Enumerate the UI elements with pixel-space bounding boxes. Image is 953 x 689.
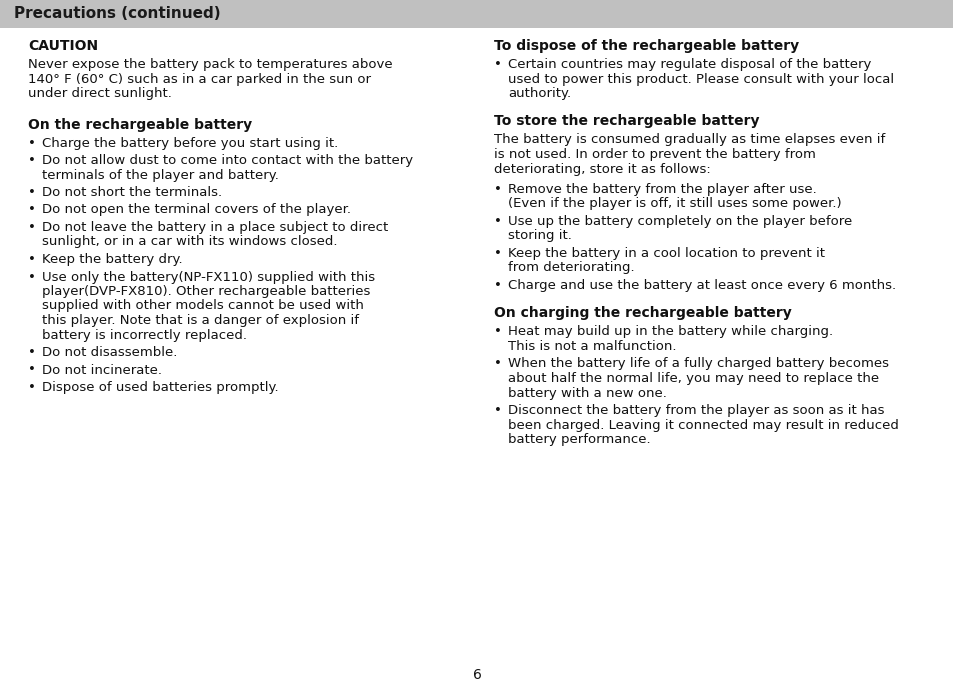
Text: Do not short the terminals.: Do not short the terminals. (42, 186, 222, 199)
Text: •: • (494, 358, 501, 371)
Text: supplied with other models cannot be used with: supplied with other models cannot be use… (42, 300, 363, 313)
Text: Do not allow dust to come into contact with the battery: Do not allow dust to come into contact w… (42, 154, 413, 167)
Text: •: • (28, 381, 36, 394)
Text: •: • (28, 203, 36, 216)
Text: storing it.: storing it. (507, 229, 571, 243)
Text: To dispose of the rechargeable battery: To dispose of the rechargeable battery (494, 39, 799, 53)
Text: (Even if the player is off, it still uses some power.): (Even if the player is off, it still use… (507, 198, 841, 211)
Text: battery performance.: battery performance. (507, 433, 650, 446)
Text: •: • (28, 346, 36, 359)
Text: Do not leave the battery in a place subject to direct: Do not leave the battery in a place subj… (42, 221, 388, 234)
Text: Do not incinerate.: Do not incinerate. (42, 364, 162, 376)
Text: from deteriorating.: from deteriorating. (507, 262, 634, 274)
Text: 6: 6 (472, 668, 481, 682)
Text: This is not a malfunction.: This is not a malfunction. (507, 340, 676, 353)
Text: used to power this product. Please consult with your local: used to power this product. Please consu… (507, 72, 893, 85)
Text: under direct sunlight.: under direct sunlight. (28, 87, 172, 100)
Text: The battery is consumed gradually as time elapses even if: The battery is consumed gradually as tim… (494, 134, 884, 147)
Text: •: • (494, 404, 501, 417)
Text: •: • (28, 271, 36, 283)
Text: Never expose the battery pack to temperatures above: Never expose the battery pack to tempera… (28, 58, 393, 71)
Text: On the rechargeable battery: On the rechargeable battery (28, 118, 252, 132)
Text: •: • (28, 186, 36, 199)
Text: Do not open the terminal covers of the player.: Do not open the terminal covers of the p… (42, 203, 351, 216)
Text: •: • (494, 215, 501, 228)
Text: sunlight, or in a car with its windows closed.: sunlight, or in a car with its windows c… (42, 236, 337, 249)
Text: this player. Note that is a danger of explosion if: this player. Note that is a danger of ex… (42, 314, 358, 327)
Text: •: • (494, 247, 501, 260)
Text: authority.: authority. (507, 87, 571, 100)
Text: battery with a new one.: battery with a new one. (507, 387, 666, 400)
Text: Use up the battery completely on the player before: Use up the battery completely on the pla… (507, 215, 851, 228)
Bar (0, 0, 953, 28)
Text: •: • (28, 253, 36, 266)
Text: Precautions (continued): Precautions (continued) (14, 6, 220, 21)
Text: about half the normal life, you may need to replace the: about half the normal life, you may need… (507, 372, 879, 385)
Text: Disconnect the battery from the player as soon as it has: Disconnect the battery from the player a… (507, 404, 883, 417)
Text: 140° F (60° C) such as in a car parked in the sun or: 140° F (60° C) such as in a car parked i… (28, 72, 371, 85)
Text: •: • (494, 58, 501, 71)
Text: is not used. In order to prevent the battery from: is not used. In order to prevent the bat… (494, 148, 815, 161)
Text: Use only the battery(NP-FX110) supplied with this: Use only the battery(NP-FX110) supplied … (42, 271, 375, 283)
Text: Heat may build up in the battery while charging.: Heat may build up in the battery while c… (507, 325, 832, 338)
Text: terminals of the player and battery.: terminals of the player and battery. (42, 169, 278, 181)
Text: To store the rechargeable battery: To store the rechargeable battery (494, 114, 759, 129)
Text: •: • (28, 154, 36, 167)
Text: player(DVP-FX810). Other rechargeable batteries: player(DVP-FX810). Other rechargeable ba… (42, 285, 370, 298)
Text: CAUTION: CAUTION (28, 39, 98, 53)
Text: •: • (494, 183, 501, 196)
Text: Charge and use the battery at least once every 6 months.: Charge and use the battery at least once… (507, 279, 895, 292)
Text: Keep the battery in a cool location to prevent it: Keep the battery in a cool location to p… (507, 247, 824, 260)
Text: been charged. Leaving it connected may result in reduced: been charged. Leaving it connected may r… (507, 418, 898, 431)
Text: Dispose of used batteries promptly.: Dispose of used batteries promptly. (42, 381, 278, 394)
Text: Certain countries may regulate disposal of the battery: Certain countries may regulate disposal … (507, 58, 870, 71)
Text: When the battery life of a fully charged battery becomes: When the battery life of a fully charged… (507, 358, 888, 371)
Text: •: • (494, 325, 501, 338)
Text: •: • (494, 279, 501, 292)
Text: On charging the rechargeable battery: On charging the rechargeable battery (494, 307, 791, 320)
Text: Keep the battery dry.: Keep the battery dry. (42, 253, 182, 266)
Text: •: • (28, 364, 36, 376)
Text: battery is incorrectly replaced.: battery is incorrectly replaced. (42, 329, 247, 342)
Text: Do not disassemble.: Do not disassemble. (42, 346, 177, 359)
Text: Remove the battery from the player after use.: Remove the battery from the player after… (507, 183, 816, 196)
Text: Charge the battery before you start using it.: Charge the battery before you start usin… (42, 136, 338, 150)
Text: deteriorating, store it as follows:: deteriorating, store it as follows: (494, 163, 710, 176)
Text: •: • (28, 136, 36, 150)
Text: •: • (28, 221, 36, 234)
